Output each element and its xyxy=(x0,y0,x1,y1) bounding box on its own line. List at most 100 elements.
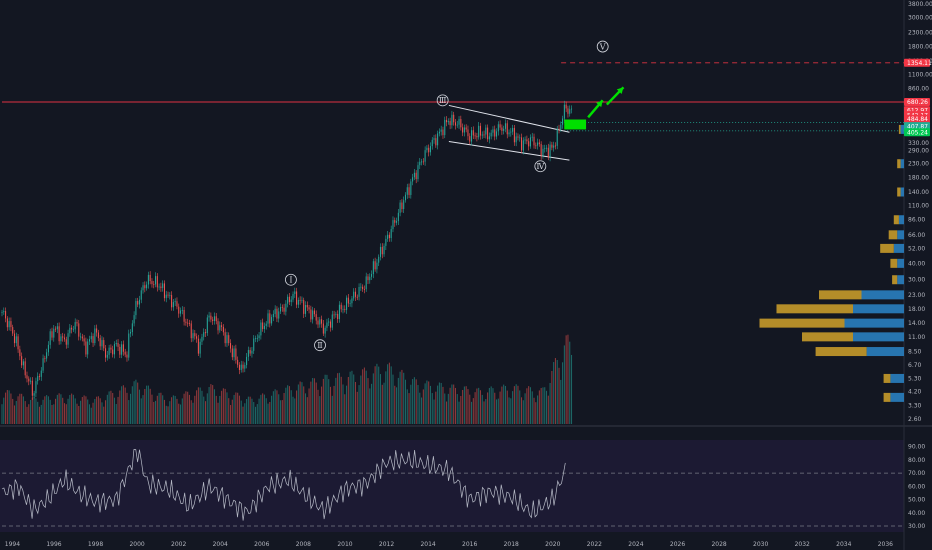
volume-bar xyxy=(335,377,337,424)
profile-sell-bar xyxy=(897,159,901,169)
volume-bar xyxy=(276,390,278,424)
volume-bar xyxy=(94,399,96,424)
candle-body xyxy=(362,286,364,290)
volume-bar xyxy=(206,393,208,424)
oscillator-series xyxy=(1,449,566,521)
candle-body xyxy=(283,307,285,312)
volume-bar xyxy=(196,390,198,424)
volume-bar xyxy=(51,404,53,424)
volume-bar xyxy=(317,389,319,424)
volume-bar xyxy=(485,398,487,424)
time-tick-label: 2010 xyxy=(337,541,352,548)
volume-bar xyxy=(31,397,33,424)
volume-bar xyxy=(329,386,332,424)
volume-bar xyxy=(392,374,394,424)
volume-bar xyxy=(399,371,401,424)
candle-body xyxy=(488,136,490,140)
volume-bar xyxy=(531,391,533,424)
time-tick-label: 1998 xyxy=(88,541,103,548)
candle-body xyxy=(24,361,26,376)
candle-body xyxy=(244,365,246,369)
volume-bar xyxy=(469,394,471,424)
candle-body xyxy=(249,350,251,354)
oscillator-tick-label: 30.00 xyxy=(908,523,925,530)
price-candles[interactable] xyxy=(1,100,573,400)
candle-body xyxy=(169,295,171,296)
candle-body xyxy=(155,276,157,285)
volume-bar xyxy=(212,385,214,424)
volume-bar xyxy=(379,374,382,424)
volume-bar xyxy=(10,393,12,424)
volume-bar xyxy=(90,407,92,424)
volume-bar xyxy=(360,375,362,424)
candle-body xyxy=(310,309,312,320)
candle-body xyxy=(38,376,41,377)
volume-bar xyxy=(390,366,392,424)
candle-body xyxy=(421,161,423,163)
candle-body xyxy=(171,295,173,308)
price-tick-label: 86.00 xyxy=(908,217,925,224)
volume-bar xyxy=(12,398,14,424)
candle-body xyxy=(569,109,571,114)
candle-body xyxy=(72,329,74,331)
candle-body xyxy=(135,301,137,316)
candle-body xyxy=(37,376,39,382)
wave-label: Ⅱ xyxy=(317,341,322,350)
volume-bar xyxy=(545,390,548,424)
candle-body xyxy=(344,308,346,310)
profile-buy-bar xyxy=(900,187,904,197)
volume-bar xyxy=(387,364,389,424)
candle-body xyxy=(8,321,10,328)
volume-bar xyxy=(567,334,569,424)
candle-body xyxy=(178,306,180,314)
candle-body xyxy=(179,310,182,314)
candle-body xyxy=(71,327,73,330)
volume-bar xyxy=(155,400,157,424)
candle-body xyxy=(196,336,198,339)
oscillator-axis[interactable]: 90.00 80.00 70.00 60.00 50.00 40.00 30.00 xyxy=(908,444,925,530)
volume-bar xyxy=(15,400,17,424)
candle-body xyxy=(13,333,16,344)
price-tag-box xyxy=(904,58,930,67)
time-axis[interactable]: 1994 1996 1998 2000 2002 2004 2006 2008 2010 2012… xyxy=(5,541,893,548)
profile-buy-bar xyxy=(893,243,904,253)
candle-body xyxy=(258,335,260,339)
time-tick-label: 2012 xyxy=(379,541,394,548)
price-tag-label: 405.24 xyxy=(907,129,928,136)
candle-body xyxy=(76,322,78,324)
time-tick-label: 2030 xyxy=(753,541,768,548)
volume-bar xyxy=(449,387,451,424)
volume-bar xyxy=(435,391,437,424)
volume-bar xyxy=(62,397,64,424)
volume-bar xyxy=(126,392,128,424)
volume-bar xyxy=(99,398,101,424)
price-tick-label: 6.70 xyxy=(908,362,922,369)
candle-body xyxy=(313,310,315,315)
oscillator-tick-label: 80.00 xyxy=(908,457,925,464)
volume-bar xyxy=(351,370,353,424)
volume-bar xyxy=(476,388,478,424)
volume-bar xyxy=(197,387,199,424)
volume-bar xyxy=(222,388,224,424)
candle-body xyxy=(238,364,240,370)
candle-body xyxy=(554,145,556,147)
price-tag-box xyxy=(904,122,930,131)
candle-body xyxy=(130,332,132,334)
volume-bar xyxy=(369,388,371,424)
time-tick-label: 2006 xyxy=(254,541,269,548)
volume-bar xyxy=(371,383,373,424)
candle-body xyxy=(233,348,235,358)
candle-body xyxy=(274,308,276,314)
wave-label: Ⅳ xyxy=(536,162,545,171)
profile-sell-bar xyxy=(815,347,867,357)
volume-bar xyxy=(467,389,469,424)
candle-body xyxy=(58,326,60,342)
profile-sell-bar xyxy=(892,275,898,285)
candle-body xyxy=(115,342,117,345)
candle-body xyxy=(183,309,185,322)
candle-body xyxy=(212,319,214,322)
candle-body xyxy=(306,305,308,308)
volume-bar xyxy=(494,392,496,424)
volume-bar xyxy=(131,386,133,424)
